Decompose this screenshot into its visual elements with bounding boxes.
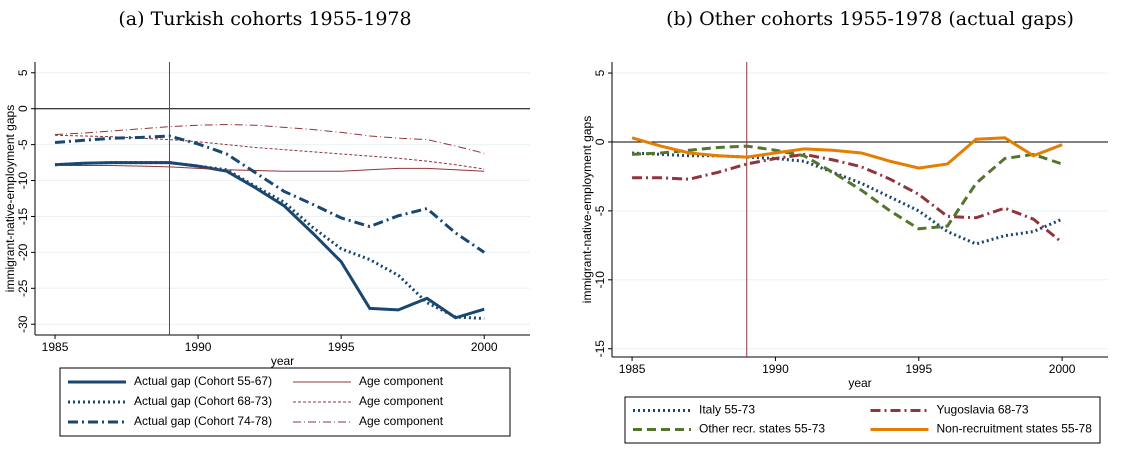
y-axis-title: immigrant-native-employment gaps: [580, 116, 594, 303]
x-tick-label: 1985: [619, 362, 646, 376]
y-tick-label: -15: [16, 207, 30, 225]
x-tick-label: 2000: [471, 340, 498, 354]
series-line: [632, 152, 1064, 244]
series-line: [631, 151, 1063, 246]
y-tick-label: 0: [593, 138, 607, 145]
y-tick-label: -15: [593, 340, 607, 358]
series-line: [55, 134, 485, 170]
y-tick-label: 5: [593, 69, 607, 76]
y-tick-label: -10: [16, 172, 30, 190]
legend-label: Actual gap (Cohort 55-67): [134, 374, 272, 388]
legend-box: [59, 367, 511, 437]
x-tick-label: 1990: [762, 362, 789, 376]
y-tick-label: -20: [16, 243, 30, 261]
legend-label: Age component: [359, 394, 444, 408]
x-tick-label: 1995: [905, 362, 932, 376]
series-line: [54, 161, 485, 320]
legend-label: Italy 55-73: [699, 403, 755, 417]
y-tick-label: 0: [16, 105, 30, 112]
y-tick-label: -5: [593, 205, 607, 216]
x-tick-label: 1995: [328, 340, 355, 354]
y-tick-label: -30: [16, 315, 30, 333]
series-line: [55, 164, 485, 172]
legend-label: Age component: [359, 414, 444, 428]
x-tick-label: 1985: [42, 340, 69, 354]
x-tick-label: 2000: [1049, 362, 1076, 376]
x-tick-label: 1990: [185, 340, 212, 354]
series-line: [631, 136, 1063, 170]
x-axis-title: year: [848, 376, 871, 390]
legend-box: [624, 396, 1101, 444]
series-line: [631, 144, 1063, 231]
y-tick-label: -25: [16, 279, 30, 297]
legend-label: Yugoslavia 68-73: [937, 403, 1029, 417]
legend-label: Actual gap (Cohort 68-73): [134, 394, 272, 408]
series-line: [54, 134, 486, 254]
series-line: [54, 161, 485, 320]
legend-label: Other recr. states 55-73: [699, 422, 825, 436]
legend-label: Age component: [359, 374, 444, 388]
y-axis-title: immigrant-native-employment gaps: [3, 105, 17, 292]
x-axis-title: year: [271, 354, 294, 368]
y-tick-label: -10: [593, 271, 607, 289]
panel-title: (b) Other cohorts 1955-1978 (actual gaps…: [666, 8, 1074, 30]
y-tick-label: 5: [16, 69, 30, 76]
legend-label: Non-recruitment states 55-78: [937, 422, 1093, 436]
y-tick-label: -5: [16, 139, 30, 150]
panel-title: (a) Turkish cohorts 1955-1978: [118, 8, 411, 30]
legend-label: Actual gap (Cohort 74-78): [134, 414, 272, 428]
series-line: [55, 124, 485, 154]
